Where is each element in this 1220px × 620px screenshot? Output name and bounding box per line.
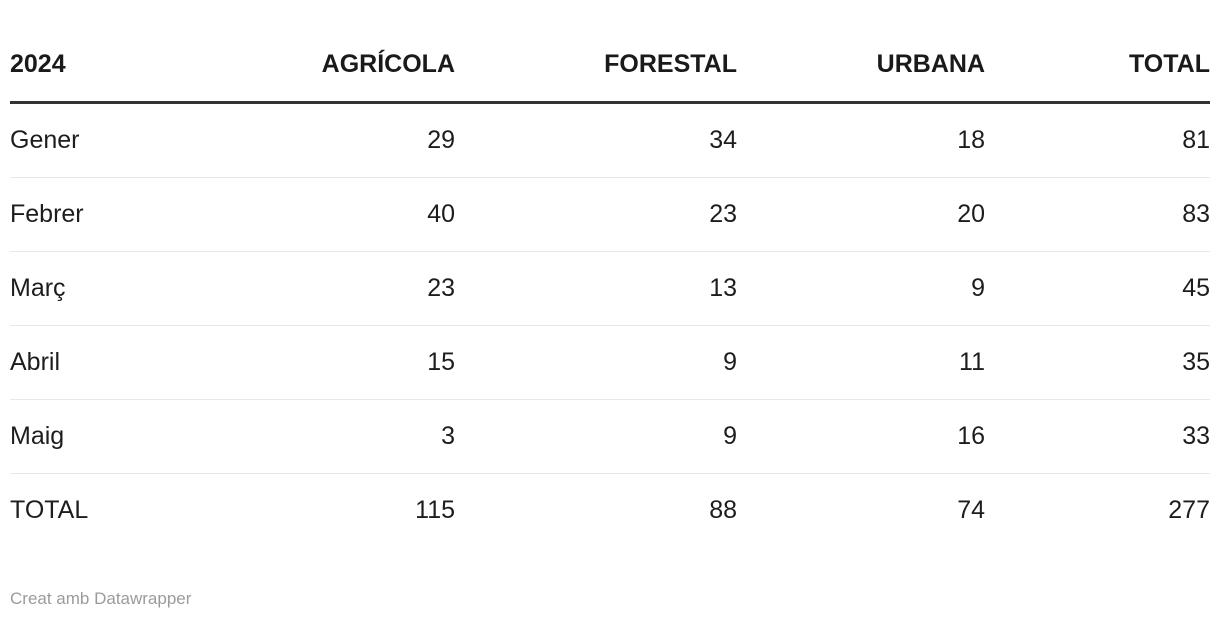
cell-value: 35	[985, 325, 1210, 400]
table-row-total: TOTAL 115 88 74 277	[10, 474, 1210, 548]
column-header-urbana: URBANA	[737, 0, 985, 104]
cell-value-total: 277	[1168, 496, 1210, 524]
row-label: Febrer	[10, 177, 173, 252]
column-header-year: 2024	[10, 0, 173, 104]
table-row-abril: Abril 15 9 11 35	[10, 325, 1210, 400]
cell-value: 11	[737, 325, 985, 400]
credit-line: Creat amb Datawrapper	[10, 589, 1210, 609]
row-label: Abril	[10, 325, 173, 400]
cell-value: 9	[737, 251, 985, 326]
table-row-febrer: Febrer 40 23 20 83	[10, 177, 1210, 252]
cell-value: 40	[173, 177, 455, 252]
column-header-forestal: FORESTAL	[455, 0, 737, 104]
row-label: Maig	[10, 399, 173, 474]
cell-value: 83	[985, 177, 1210, 252]
cell-value: 33	[985, 399, 1210, 474]
cell-value: 23	[455, 177, 737, 252]
cell-value: 20	[737, 177, 985, 252]
cell-value: 81	[985, 102, 1210, 178]
data-table: 2024 AGRÍCOLA FORESTAL URBANA TOTAL Gene…	[10, 0, 1210, 547]
cell-value: 13	[455, 251, 737, 326]
table-row-maig: Maig 3 9 16 33	[10, 399, 1210, 474]
cell-value: 9	[455, 325, 737, 400]
cell-value: 45	[985, 251, 1210, 326]
row-label: Gener	[10, 102, 173, 178]
cell-value: 18	[737, 102, 985, 178]
table-row-marc: Març 23 13 9 45	[10, 251, 1210, 326]
column-header-agricola: AGRÍCOLA	[173, 0, 455, 104]
cell-value: 34	[455, 102, 737, 178]
cell-value-total: 74	[957, 496, 985, 524]
row-label: Març	[10, 251, 173, 326]
cell-value: 23	[173, 251, 455, 326]
datawrapper-credit-link[interactable]: Creat amb Datawrapper	[10, 589, 192, 608]
row-label-total: TOTAL	[10, 496, 89, 524]
header-row: 2024 AGRÍCOLA FORESTAL URBANA TOTAL	[10, 0, 1210, 104]
cell-value: 29	[173, 102, 455, 178]
cell-value-total: 88	[709, 496, 737, 524]
cell-value: 3	[173, 399, 455, 474]
column-header-total: TOTAL	[985, 0, 1210, 104]
cell-value: 16	[737, 399, 985, 474]
cell-value: 9	[455, 399, 737, 474]
table-row-gener: Gener 29 34 18 81	[10, 102, 1210, 178]
cell-value: 15	[173, 325, 455, 400]
cell-value-total: 115	[415, 496, 455, 524]
